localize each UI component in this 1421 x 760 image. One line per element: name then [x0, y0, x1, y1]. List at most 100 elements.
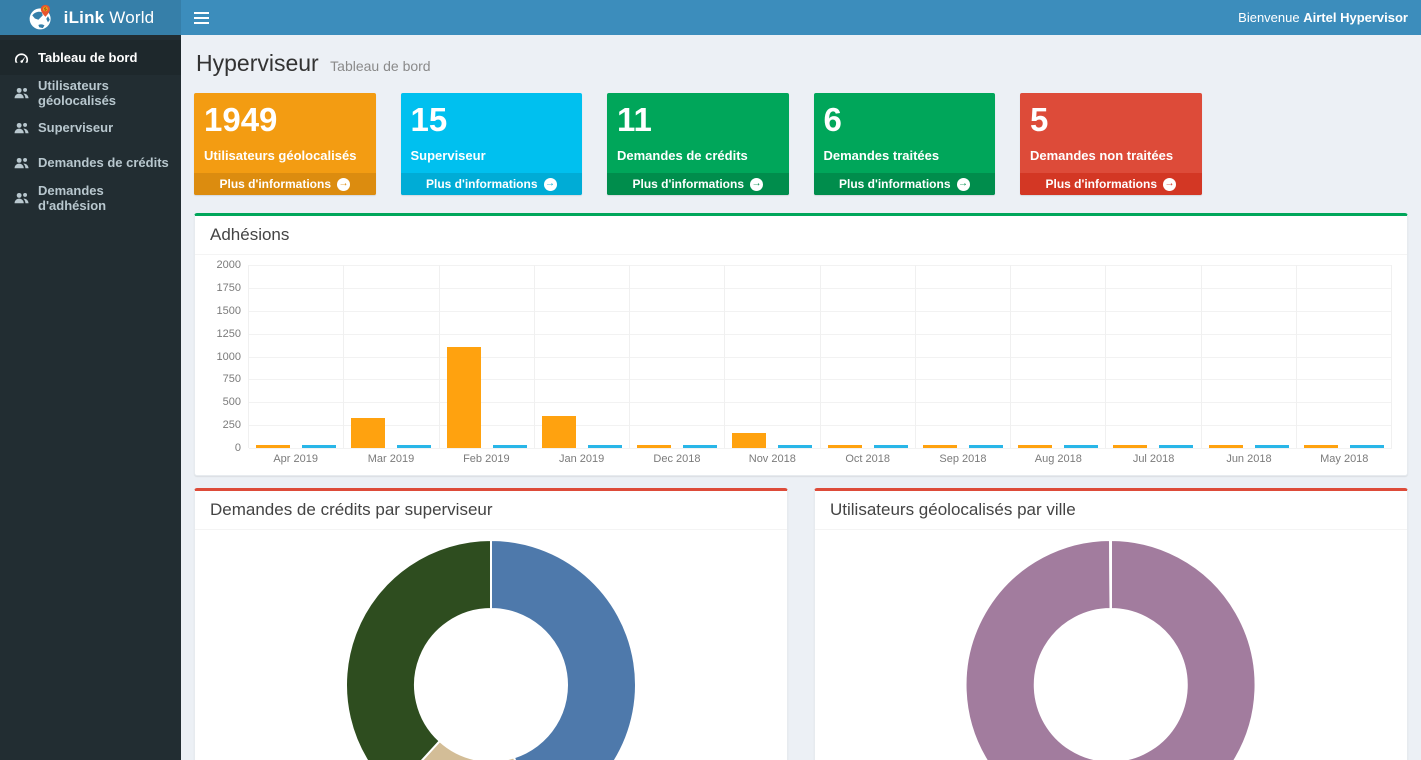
arrow-circle-icon: →: [543, 177, 557, 191]
sidebar-item-superviseur[interactable]: Superviseur: [0, 110, 181, 145]
y-tick-label: 1750: [216, 281, 241, 294]
sidebar-item-utilisateurs-geolocalises[interactable]: Utilisateurs géolocalisés: [0, 75, 181, 110]
y-tick-label: 750: [222, 373, 241, 386]
stat-value: 5: [1030, 101, 1049, 138]
users-icon: [14, 121, 29, 135]
box-header: Adhésions: [195, 216, 1407, 255]
box-header: Utilisateurs géolocalisés par ville: [815, 491, 1407, 530]
bar-cyan: [778, 445, 813, 448]
welcome-text: Bienvenue Airtel Hypervisor: [1238, 10, 1408, 25]
stat-label: Demandes traitées: [823, 148, 940, 163]
x-tick-label: Aug 2018: [1034, 453, 1082, 465]
bar-cyan: [587, 445, 622, 448]
bar-orange: [541, 415, 576, 448]
stat-body: 5 Demandes non traitées: [1020, 93, 1202, 173]
more-info-link[interactable]: Plus d'informations →: [607, 173, 789, 195]
adhesions-box: Adhésions 2000 1750 1500 1250 1000 750 500 250 0…: [194, 213, 1408, 476]
stat-label: Utilisateurs géolocalisés: [204, 148, 357, 163]
x-tick-label: Dec 2018: [653, 453, 701, 465]
x-tick-label: Jan 2019: [559, 453, 605, 465]
more-info-label: Plus d'informations: [838, 177, 951, 191]
stat-card-utilisateurs: 1949 Utilisateurs géolocalisés Plus d'in…: [194, 93, 376, 195]
box-header: Demandes de crédits par superviseur: [195, 491, 787, 530]
x-tick-label: Sep 2018: [939, 453, 987, 465]
donut-row: Demandes de crédits par superviseur Util…: [194, 488, 1408, 760]
bar-orange: [256, 445, 291, 448]
stat-cards-row: 1949 Utilisateurs géolocalisés Plus d'in…: [194, 93, 1408, 195]
x-tick-label: Jul 2018: [1132, 453, 1175, 465]
x-tick-label: Oct 2018: [845, 453, 890, 465]
stat-value: 1949: [204, 101, 278, 138]
users-icon: [14, 156, 29, 170]
y-tick-label: 2000: [216, 259, 241, 271]
y-tick-label: 500: [222, 396, 241, 409]
x-tick-label: Feb 2019: [463, 453, 510, 465]
brand-logo[interactable]: $ iLink World: [0, 0, 181, 35]
box-title: Adhésions: [210, 225, 290, 244]
x-tick-label: Apr 2019: [273, 453, 318, 465]
page-header: Hyperviseur Tableau de bord: [196, 50, 1406, 77]
more-info-label: Plus d'informations: [425, 177, 538, 191]
more-info-link[interactable]: Plus d'informations →: [813, 173, 995, 195]
donut-slice: [490, 539, 637, 760]
bar-cyan: [1349, 445, 1384, 448]
bar-group: [1106, 265, 1202, 448]
more-info-link[interactable]: Plus d'informations →: [194, 173, 376, 195]
bar-group: [440, 265, 535, 448]
bar-cyan: [968, 445, 1003, 448]
grid-line: [249, 265, 1392, 266]
more-info-link[interactable]: Plus d'informations →: [1020, 173, 1202, 195]
more-info-link[interactable]: Plus d'informations →: [400, 173, 582, 195]
stat-body: 11 Demandes de crédits: [607, 93, 789, 173]
donut-svg: [965, 539, 1257, 760]
bar-orange: [827, 445, 862, 448]
grid-line: [249, 379, 1392, 381]
donut-chart-villes: [815, 530, 1407, 760]
hamburger-menu-icon[interactable]: [194, 7, 220, 29]
bar-group: [821, 265, 916, 448]
bar-cyan: [683, 445, 718, 448]
grid-line: [249, 310, 1392, 312]
bar-chart-plot: [248, 265, 1392, 449]
donut-svg: [345, 539, 637, 760]
sidebar-item-demandes-de-credits[interactable]: Demandes de crédits: [0, 145, 181, 180]
box-title: Demandes de crédits par superviseur: [210, 500, 493, 519]
bar-cyan: [492, 445, 527, 448]
stat-body: 1949 Utilisateurs géolocalisés: [194, 93, 376, 173]
users-icon: [14, 191, 29, 205]
stat-label: Superviseur: [410, 148, 486, 163]
bar-cyan: [397, 445, 432, 448]
sidebar-item-tableau-de-bord[interactable]: Tableau de bord: [0, 40, 181, 75]
bar-chart-x-axis: Apr 2019 Mar 2019 Feb 2019 Jan 2019 Dec 2018…: [248, 453, 1392, 465]
stat-card-superviseur: 15 Superviseur Plus d'informations →: [400, 93, 583, 195]
bar-cyan: [1064, 445, 1099, 448]
sidebar: Tableau de bord Utilisateurs géolocalisé…: [0, 35, 181, 760]
bar-orange: [351, 417, 386, 448]
stat-body: 15 Superviseur: [401, 93, 583, 173]
grid-line: [249, 287, 1392, 289]
stat-body: 6 Demandes traitées: [814, 93, 996, 173]
dashboard-icon: [14, 51, 29, 65]
brand-text: iLink World: [63, 7, 155, 27]
bar-group: [535, 265, 630, 448]
grid-line: [249, 402, 1392, 404]
arrow-circle-icon: →: [956, 177, 970, 191]
more-info-label: Plus d'informations: [219, 177, 332, 191]
content-area: Hyperviseur Tableau de bord 1949 Utilisa…: [181, 0, 1421, 760]
donut-slice: [1109, 539, 1112, 611]
y-tick-label: 1250: [216, 327, 241, 340]
donut-chart-credits: [195, 530, 787, 760]
bar-orange: [732, 433, 767, 448]
stat-card-demandes-traitees: 6 Demandes traitées Plus d'informations …: [813, 93, 996, 195]
stat-card-demandes-credits: 11 Demandes de crédits Plus d'informatio…: [607, 93, 789, 195]
stat-value: 6: [823, 101, 842, 138]
sidebar-item-label: Utilisateurs géolocalisés: [38, 77, 117, 108]
stat-value: 15: [410, 101, 448, 138]
bar-group: [1297, 265, 1392, 448]
stat-value: 11: [617, 101, 652, 138]
top-navbar: $ iLink World Bienvenue Airtel Hyperviso…: [0, 0, 1421, 35]
bar-group: [1202, 265, 1297, 448]
sidebar-item-demandes-adhesion[interactable]: Demandes d'adhésion: [0, 180, 181, 215]
y-tick-label: 250: [222, 419, 241, 432]
donut-slice: [345, 539, 492, 760]
